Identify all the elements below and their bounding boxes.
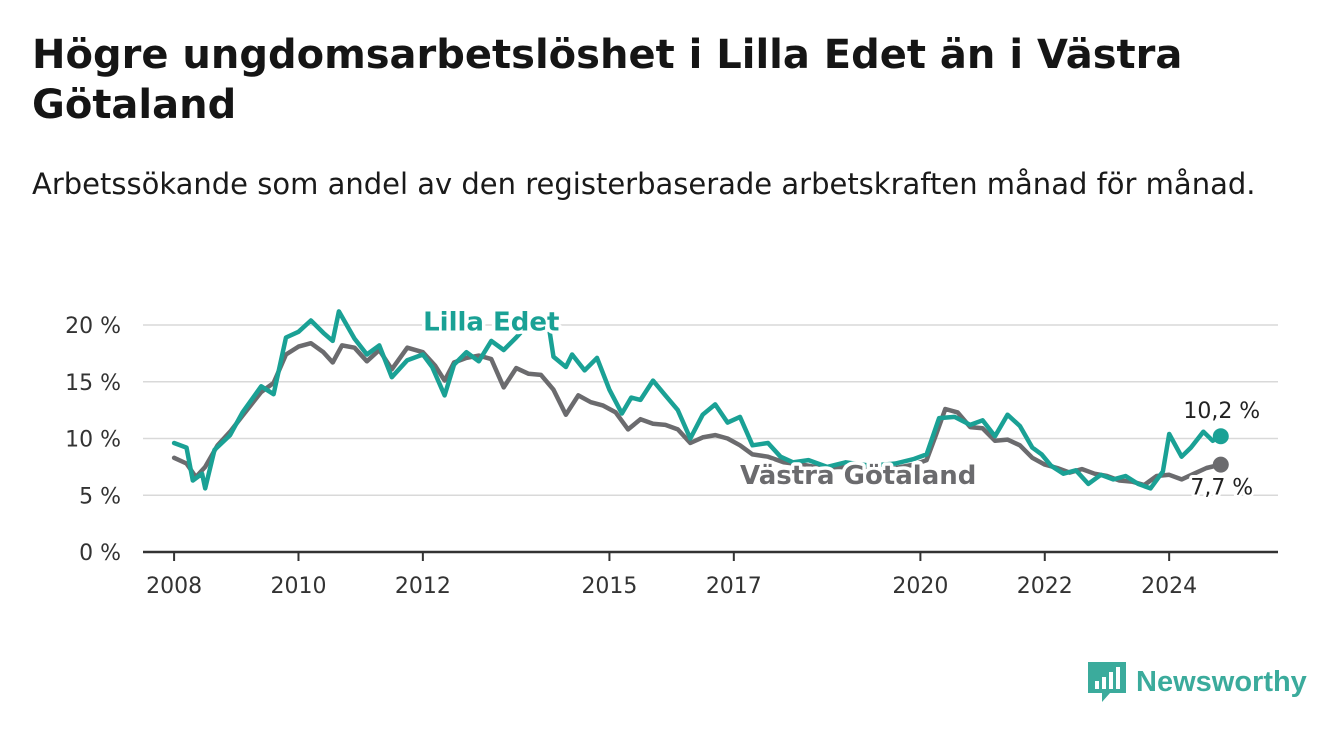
chart-title: Högre ungdomsarbetslöshet i Lilla Edet ä…	[32, 32, 1183, 128]
y-tick-label: 20 %	[65, 314, 121, 339]
x-tick-label: 2020	[892, 574, 948, 599]
series-annotations: 10,2 % 7,7 % Lilla Edet Västra Götaland	[420, 304, 1264, 504]
x-tick-label: 2024	[1141, 574, 1197, 599]
series-end-point	[1212, 428, 1229, 445]
series-line-1	[171, 340, 1224, 488]
x-tick-label: 2017	[706, 574, 762, 599]
series-end-label: 7,7 %	[1190, 476, 1253, 501]
series-end-point	[1212, 456, 1229, 473]
brand-name: Newsworthy	[1136, 665, 1307, 698]
y-tick-label: 15 %	[65, 371, 121, 396]
y-tick-label: 5 %	[79, 484, 121, 509]
x-tick-label: 2008	[146, 574, 202, 599]
x-axis-ticks: 2008 2010 2012 2015 2017 2020 2022 2024	[146, 552, 1197, 599]
gridlines	[143, 324, 1278, 496]
x-tick-label: 2022	[1017, 574, 1073, 599]
y-tick-label: 10 %	[65, 428, 121, 453]
y-tick-label: 0 %	[79, 541, 121, 566]
series-name-annotation: Västra Götaland	[740, 461, 976, 491]
newsworthy-brand: Newsworthy	[1088, 660, 1307, 704]
y-axis-tick-labels: 0 % 5 % 10 % 15 % 20 %	[65, 314, 121, 566]
series-name-annotation: Lilla Edet	[423, 308, 559, 338]
bar-chart-logo-icon	[1088, 662, 1126, 702]
series-end-label: 10,2 %	[1183, 399, 1260, 424]
x-tick-label: 2010	[270, 574, 326, 599]
series-lines	[171, 309, 1224, 491]
x-tick-label: 2012	[395, 574, 451, 599]
series-line-0	[171, 309, 1224, 491]
chart-subtitle: Arbetssökande som andel av den registerb…	[32, 167, 1256, 201]
x-tick-label: 2015	[581, 574, 637, 599]
